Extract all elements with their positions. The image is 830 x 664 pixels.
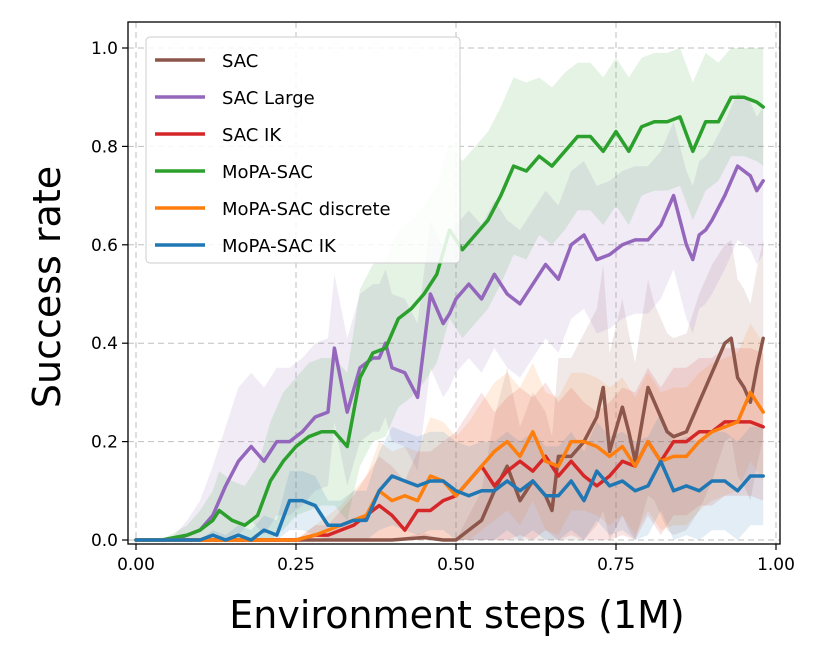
band-sac-ik [136,348,764,540]
x-tick-label: 0.25 [277,555,315,575]
x-tick-label: 0.75 [597,555,635,575]
y-tick-label: 0.2 [91,433,118,453]
legend-label: MoPA-SAC discrete [222,199,391,220]
y-axis-title: Success rate [25,166,69,408]
legend-label: SAC Large [222,88,315,109]
band-mopa-sac [136,48,764,540]
x-ticks: 0.00 0.25 0.50 0.75 1.00 [117,544,795,575]
y-tick-label: 1.0 [91,39,118,59]
line-sac-ik [134,420,765,542]
y-tick-label: 0.6 [91,236,118,256]
legend-label: SAC [222,51,258,72]
series-lines [134,95,765,542]
y-ticks: 0.0 0.2 0.4 0.6 0.8 1.0 [91,39,128,551]
plot-frame [127,21,781,545]
line-mopa-sac-ik [134,459,765,542]
y-tick-label: 0.0 [91,531,118,551]
legend: SAC SAC Large SAC IK MoPA-SAC MoPA-SAC discr… [145,36,461,264]
legend-label: MoPA-SAC [222,162,313,183]
x-tick-label: 0.50 [437,555,475,575]
line-sac-large [134,164,765,542]
y-tick-label: 0.8 [91,137,118,157]
x-tick-label: 1.00 [757,555,795,575]
y-tick-label: 0.4 [91,334,118,354]
band-mopa-sac-discrete [136,323,764,540]
x-axis-title: Environment steps (1M) [229,593,684,637]
band-mopa-sac-ik [136,412,764,540]
line-mopa-sac [134,95,765,542]
band-sac [136,239,764,540]
line-sac [134,336,765,542]
legend-box [145,36,461,264]
legend-label: SAC IK [222,125,282,146]
x-tick-label: 0.00 [117,555,155,575]
legend-label: MoPA-SAC IK [222,236,337,257]
